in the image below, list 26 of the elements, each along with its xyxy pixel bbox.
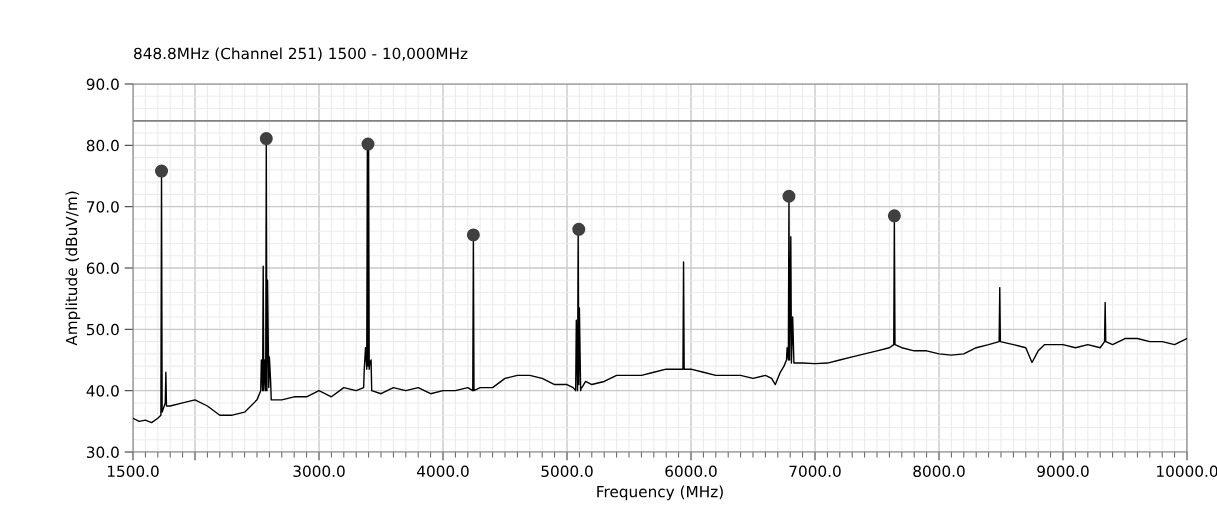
point bbox=[361, 137, 375, 151]
point bbox=[887, 209, 901, 223]
point bbox=[572, 222, 586, 236]
y-tick-label: 80.0 bbox=[86, 139, 119, 152]
y-tick-label: 70.0 bbox=[87, 201, 119, 213]
x-tick-label: 4000.0 bbox=[417, 465, 469, 478]
y-tick-label: 60.0 bbox=[86, 262, 119, 275]
x-tick-label: 8000.0 bbox=[913, 465, 965, 478]
x-axis-title: Frequency (MHz) bbox=[597, 485, 723, 501]
y-tick-label: 30.0 bbox=[86, 446, 119, 459]
y-tick-label: 40.0 bbox=[86, 385, 119, 397]
x-tick-label: 3000.0 bbox=[293, 465, 345, 478]
y-tick-label: 50.0 bbox=[86, 323, 119, 336]
point bbox=[466, 228, 480, 242]
x-tick-label: 10000.0 bbox=[1157, 465, 1217, 478]
x-tick-label: 6000.0 bbox=[665, 465, 717, 478]
chart-title: 848.8MHz (Channel 251) 1500 - 10,000MHz bbox=[134, 47, 468, 62]
x-tick-label: 5000.0 bbox=[541, 465, 593, 478]
x-tick-label: 1500.0 bbox=[107, 465, 159, 478]
y-axis-title: Amplitude (dBuV/m) bbox=[65, 191, 81, 346]
y-tick-label: 90.0 bbox=[86, 78, 119, 91]
point bbox=[782, 189, 796, 203]
point bbox=[155, 164, 169, 178]
x-tick-label: 9000.0 bbox=[1037, 465, 1089, 478]
x-tick-label: 7000.0 bbox=[789, 465, 841, 478]
point bbox=[259, 132, 273, 146]
